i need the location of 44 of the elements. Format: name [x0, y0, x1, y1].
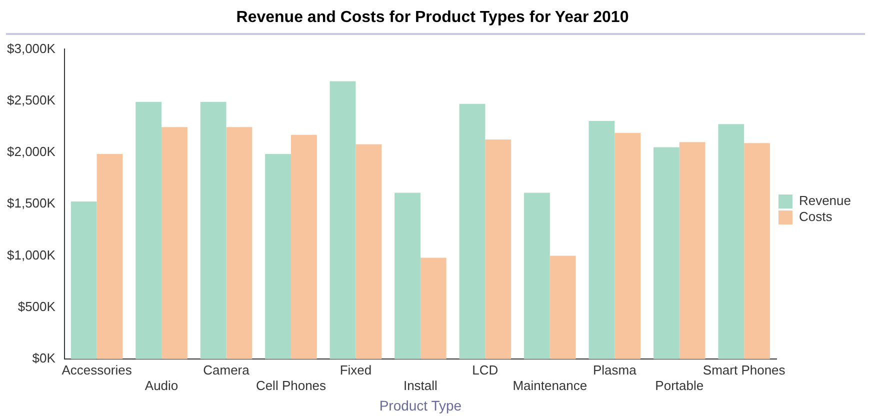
- bar: [136, 102, 162, 359]
- bar: [394, 192, 420, 359]
- x-tick-label: Accessories: [62, 362, 132, 378]
- bar: [679, 142, 706, 359]
- y-tick-label: $1,500K: [6, 196, 56, 211]
- bar: [459, 104, 486, 359]
- x-tick-label: Audio: [144, 378, 178, 393]
- bar: [290, 134, 317, 359]
- bar: [744, 143, 770, 359]
- y-tick-label: $2,500K: [6, 92, 56, 108]
- x-tick-label: Plasma: [592, 362, 638, 378]
- y-tick-label: $0K: [32, 350, 56, 366]
- bar: [70, 202, 97, 359]
- y-tick-label: $3,000K: [6, 40, 56, 56]
- chart-title: Revenue and Costs for Product Types for Year 2010: [236, 9, 629, 26]
- bar: [653, 147, 680, 359]
- bar: [162, 127, 188, 359]
- legend-label: Costs: [798, 209, 833, 224]
- bar: [718, 124, 744, 359]
- legend-label: Revenue: [798, 193, 852, 208]
- x-tick-label: Portable: [655, 378, 704, 393]
- y-tick-label: $2,000K: [6, 144, 56, 160]
- bar: [200, 102, 226, 359]
- x-tick-label: Camera: [203, 362, 250, 378]
- bar: [614, 132, 641, 359]
- bar: [356, 144, 382, 359]
- x-tick-label: Maintenance: [512, 378, 588, 393]
- x-tick-label: Smart Phones: [702, 362, 786, 378]
- x-tick-label: LCD: [472, 362, 498, 378]
- bar: [588, 120, 615, 359]
- bar: [420, 258, 446, 359]
- y-tick-label: $1,000K: [6, 247, 56, 262]
- bar: [485, 140, 512, 359]
- x-tick-label: Cell Phones: [256, 378, 327, 393]
- x-tick-label: Install: [403, 378, 438, 393]
- bar: [330, 81, 356, 359]
- bar: [524, 192, 550, 359]
- bar: [226, 127, 252, 359]
- x-tick-label: Fixed: [340, 362, 372, 378]
- x-axis-title: Product Type: [379, 397, 462, 414]
- bar: [550, 256, 576, 359]
- y-tick-label: $500K: [18, 298, 56, 314]
- bar: [96, 154, 123, 359]
- bar: [265, 154, 291, 359]
